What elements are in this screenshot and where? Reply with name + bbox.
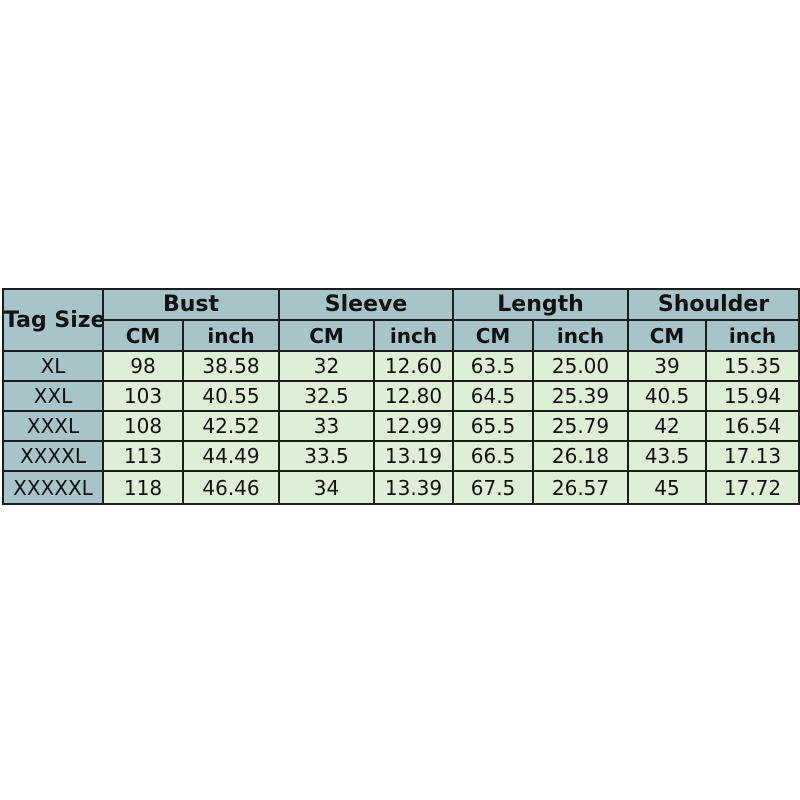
row-label-xxxxl: XXXXL: [2, 440, 104, 472]
cell-sleeve-inch: 12.99: [373, 410, 455, 442]
cell-sleeve-cm: 34: [278, 470, 376, 505]
cell-shoulder-inch: 17.72: [705, 470, 800, 505]
cell-shoulder-cm: 45: [627, 470, 708, 505]
cell-bust-inch: 40.55: [181, 380, 281, 412]
cell-sleeve-inch: 13.19: [373, 440, 455, 472]
row-label-xxl: XXL: [2, 380, 104, 412]
cell-bust-inch: 42.52: [181, 410, 281, 442]
table-row-xxl: XXL 103 40.55 32.5 12.80 64.5 25.39 40.5…: [2, 380, 800, 412]
tag-size-header: Tag Size: [2, 288, 104, 352]
cell-bust-cm: 98: [102, 350, 184, 382]
cell-bust-inch: 38.58: [181, 350, 281, 382]
cell-sleeve-cm: 32.5: [278, 380, 376, 412]
cell-shoulder-inch: 16.54: [705, 410, 800, 442]
unit-header-bust-cm: CM: [102, 319, 184, 352]
unit-header-shoulder-cm: CM: [627, 319, 708, 352]
unit-header-sleeve-inch: inch: [373, 319, 455, 352]
cell-shoulder-cm: 43.5: [627, 440, 708, 472]
cell-shoulder-inch: 15.35: [705, 350, 800, 382]
cell-length-inch: 26.57: [532, 470, 630, 505]
group-header-bust: Bust: [101, 288, 281, 321]
row-label-xl: XL: [2, 350, 104, 382]
cell-bust-inch: 44.49: [181, 440, 281, 472]
cell-sleeve-cm: 33.5: [278, 440, 376, 472]
cell-length-cm: 66.5: [452, 440, 535, 472]
row-label-xxxxxl: XXXXXL: [2, 470, 104, 505]
group-header-sleeve: Sleeve: [278, 288, 455, 321]
cell-sleeve-inch: 13.39: [373, 470, 455, 505]
table-row-xxxxxl: XXXXXL 118 46.46 34 13.39 67.5 26.57 45 …: [2, 470, 800, 505]
cell-bust-cm: 113: [102, 440, 184, 472]
table-row-xxxl: XXXL 108 42.52 33 12.99 65.5 25.79 42 16…: [2, 410, 800, 442]
row-label-xxxl: XXXL: [2, 410, 104, 442]
cell-bust-cm: 118: [102, 470, 184, 505]
unit-header-bust-inch: inch: [181, 319, 281, 352]
cell-bust-cm: 103: [102, 380, 184, 412]
cell-shoulder-inch: 17.13: [705, 440, 800, 472]
cell-sleeve-cm: 32: [278, 350, 376, 382]
cell-sleeve-inch: 12.60: [373, 350, 455, 382]
group-header-shoulder: Shoulder: [627, 288, 800, 321]
cell-length-cm: 64.5: [452, 380, 535, 412]
cell-bust-inch: 46.46: [181, 470, 281, 505]
cell-length-inch: 26.18: [532, 440, 630, 472]
cell-sleeve-cm: 33: [278, 410, 376, 442]
unit-header-length-inch: inch: [532, 319, 630, 352]
cell-length-cm: 65.5: [452, 410, 535, 442]
unit-header-shoulder-inch: inch: [705, 319, 800, 352]
cell-length-cm: 63.5: [452, 350, 535, 382]
table-row-xl: XL 98 38.58 32 12.60 63.5 25.00 39 15.35: [2, 350, 800, 382]
cell-length-inch: 25.79: [532, 410, 630, 442]
group-header-length: Length: [452, 288, 630, 321]
cell-shoulder-cm: 40.5: [627, 380, 708, 412]
cell-shoulder-inch: 15.94: [705, 380, 800, 412]
cell-shoulder-cm: 39: [627, 350, 708, 382]
cell-sleeve-inch: 12.80: [373, 380, 455, 412]
unit-header-sleeve-cm: CM: [278, 319, 376, 352]
cell-length-cm: 67.5: [452, 470, 535, 505]
cell-bust-cm: 108: [102, 410, 184, 442]
cell-length-inch: 25.00: [532, 350, 630, 382]
cell-length-inch: 25.39: [532, 380, 630, 412]
size-chart-table: Tag Size Bust Sleeve Length Shoulder CM …: [2, 288, 800, 505]
cell-shoulder-cm: 42: [627, 410, 708, 442]
unit-header-length-cm: CM: [452, 319, 535, 352]
table-row-xxxxl: XXXXL 113 44.49 33.5 13.19 66.5 26.18 43…: [2, 440, 800, 472]
